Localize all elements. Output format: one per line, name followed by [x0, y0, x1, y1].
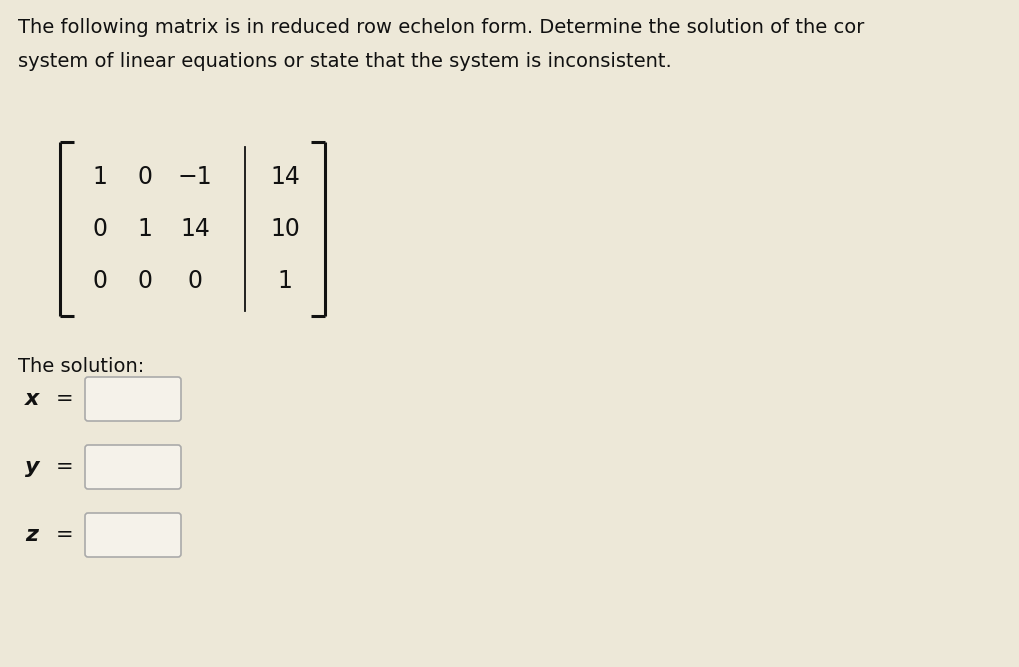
Text: The following matrix is in reduced row echelon form. Determine the solution of t: The following matrix is in reduced row e… — [18, 18, 864, 37]
Text: 10: 10 — [270, 217, 300, 241]
Text: 0: 0 — [138, 165, 153, 189]
Text: z: z — [25, 525, 38, 545]
Text: x: x — [25, 389, 40, 409]
FancyBboxPatch shape — [85, 445, 181, 489]
Text: 0: 0 — [138, 269, 153, 293]
Text: 0: 0 — [93, 269, 107, 293]
Text: 14: 14 — [270, 165, 300, 189]
FancyBboxPatch shape — [85, 513, 181, 557]
Text: 14: 14 — [180, 217, 210, 241]
Text: The solution:: The solution: — [18, 357, 145, 376]
Text: =: = — [56, 525, 73, 545]
Text: =: = — [56, 457, 73, 477]
Text: 1: 1 — [93, 165, 107, 189]
Text: system of linear equations or state that the system is inconsistent.: system of linear equations or state that… — [18, 52, 672, 71]
Text: 1: 1 — [138, 217, 153, 241]
FancyBboxPatch shape — [85, 377, 181, 421]
Text: −1: −1 — [177, 165, 212, 189]
Text: y: y — [25, 457, 40, 477]
Text: 0: 0 — [187, 269, 203, 293]
Text: 1: 1 — [277, 269, 292, 293]
Text: =: = — [56, 389, 73, 409]
Text: 0: 0 — [93, 217, 107, 241]
